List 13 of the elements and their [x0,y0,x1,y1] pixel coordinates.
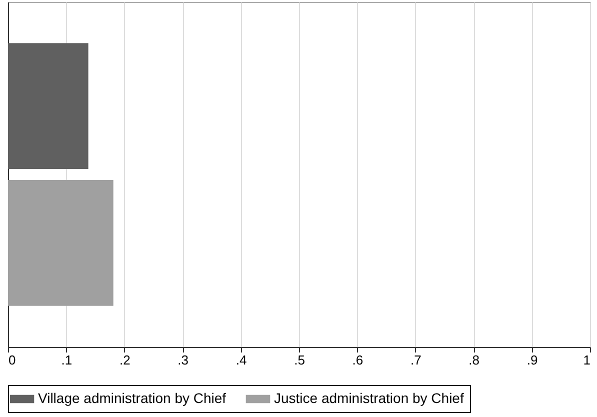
x-tick-label: .6 [352,352,364,368]
x-tick-label: .7 [410,352,422,368]
x-tick-label: .2 [119,352,130,368]
x-tick-label: .8 [468,352,480,368]
x-tick-label: 0 [8,352,16,368]
x-tick-label: .3 [178,352,189,368]
legend-label: Village administration by Chief [38,390,226,406]
x-tick-label: 1 [583,352,590,368]
x-tick-label: .9 [526,352,538,368]
x-tick-label: .4 [236,352,247,368]
legend-label: Justice administration by Chief [274,390,464,406]
x-tick-label: .5 [294,352,305,368]
x-tick-label: .1 [61,352,72,368]
